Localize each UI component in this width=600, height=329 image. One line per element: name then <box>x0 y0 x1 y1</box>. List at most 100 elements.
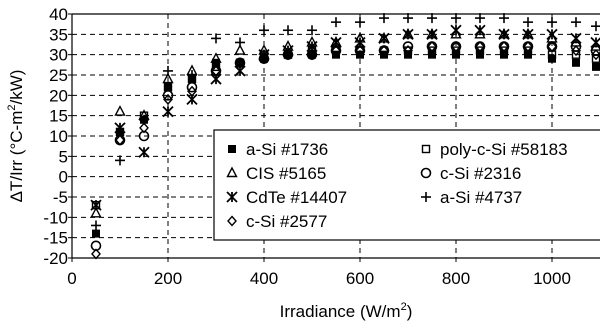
data-point <box>523 17 533 28</box>
data-point <box>426 28 438 40</box>
data-point <box>523 40 533 53</box>
data-point <box>523 46 533 55</box>
data-point <box>90 206 102 218</box>
y-tick-label: 30 <box>49 46 68 65</box>
data-point <box>211 33 221 44</box>
y-axis-title: ΔT/Irr (°C-m2/kW) <box>6 70 26 203</box>
data-point <box>307 25 317 36</box>
data-point <box>355 45 365 57</box>
data-point <box>570 32 582 45</box>
data-point <box>499 13 509 24</box>
data-point <box>451 13 461 24</box>
data-point <box>571 17 581 28</box>
data-point <box>163 65 173 76</box>
data-point <box>331 17 341 28</box>
data-point <box>331 45 341 57</box>
data-point <box>234 44 246 55</box>
data-point <box>592 62 600 71</box>
data-point <box>187 85 197 97</box>
y-tick-label: 25 <box>49 66 68 85</box>
data-point <box>187 70 197 80</box>
data-point <box>138 146 150 158</box>
legend-label: CdTe #14407 <box>246 188 347 207</box>
data-point <box>402 28 414 40</box>
data-point <box>211 65 221 77</box>
plot-frame <box>68 13 600 262</box>
data-point <box>236 58 244 67</box>
data-point <box>115 134 125 146</box>
legend-label: a-Si #1736 <box>246 140 328 159</box>
data-point <box>355 17 365 28</box>
y-axis-title-sup: 2 <box>6 105 18 111</box>
data-point <box>162 72 174 84</box>
y-tick-label: 0 <box>59 168 68 187</box>
data-point <box>403 45 413 57</box>
data-point <box>283 49 293 61</box>
legend-marker <box>420 167 432 179</box>
y-tick-label: 10 <box>49 127 68 146</box>
data-point <box>139 122 149 134</box>
data-point <box>450 24 462 36</box>
data-point <box>475 46 485 55</box>
data-point <box>571 45 581 57</box>
legend-label: poly-c-Si #58183 <box>440 140 568 159</box>
data-point <box>92 229 100 238</box>
y-tick-label: 20 <box>49 86 68 105</box>
data-point <box>186 81 198 93</box>
legend-label: a-Si #4737 <box>440 188 522 207</box>
y-axis-title-main: ΔT/Irr (°C-m <box>7 111 26 203</box>
data-point <box>210 52 222 63</box>
x-axis-title-end: ) <box>407 302 413 321</box>
data-point <box>547 40 557 53</box>
data-point <box>162 90 174 101</box>
data-point <box>259 25 269 36</box>
data-point <box>162 105 174 118</box>
y-tick-label: 5 <box>59 147 68 166</box>
x-tick-label: 200 <box>154 269 182 288</box>
data-point <box>475 13 485 24</box>
data-point <box>283 25 293 36</box>
data-point <box>163 93 173 105</box>
data-point <box>546 28 558 40</box>
data-point <box>547 17 557 28</box>
y-tick-label: 15 <box>49 107 68 126</box>
x-tick-label: 800 <box>442 269 470 288</box>
x-tick-label: 0 <box>67 269 76 288</box>
data-point <box>427 46 437 55</box>
x-axis-title-main: Irradiance (W/m <box>280 302 401 321</box>
legend-marker <box>421 144 431 154</box>
tick-labels: 0 200 400 600 800 1000-20-15-10-5051015202530… <box>43 5 570 288</box>
data-point <box>451 40 461 53</box>
data-point <box>474 24 486 36</box>
legend-label: c-Si #2577 <box>246 212 327 231</box>
data-point <box>91 220 101 231</box>
data-point <box>379 13 389 24</box>
y-tick-label: -20 <box>43 249 68 268</box>
data-point <box>427 40 437 53</box>
data-point <box>115 155 125 166</box>
legend: a-Si #1736 poly-c-Si #58183 CIS #5165 c-Si … <box>213 129 600 241</box>
data-point <box>114 105 126 116</box>
legend-marker <box>228 145 236 153</box>
data-point <box>378 32 390 45</box>
data-point <box>403 13 413 24</box>
legend-box <box>213 129 600 241</box>
legend-marker <box>421 192 431 202</box>
y-tick-label: -15 <box>43 229 68 248</box>
data-point <box>235 57 245 69</box>
data-point <box>499 40 509 53</box>
data-point <box>451 46 461 55</box>
legend-marker <box>227 215 237 227</box>
x-tick-label: 600 <box>346 269 374 288</box>
series-open-diamond <box>91 40 600 260</box>
axis-titles: Irradiance (W/m 2) ΔT/Irr (°C-m2/kW) <box>6 70 412 321</box>
data-point <box>211 62 221 72</box>
data-point <box>475 40 485 53</box>
data-point <box>379 45 389 57</box>
legend-label: c-Si #2316 <box>440 164 521 183</box>
y-tick-label: 35 <box>49 25 68 44</box>
data-point <box>499 46 509 55</box>
data-point <box>590 36 600 49</box>
y-tick-label: -5 <box>53 188 68 207</box>
